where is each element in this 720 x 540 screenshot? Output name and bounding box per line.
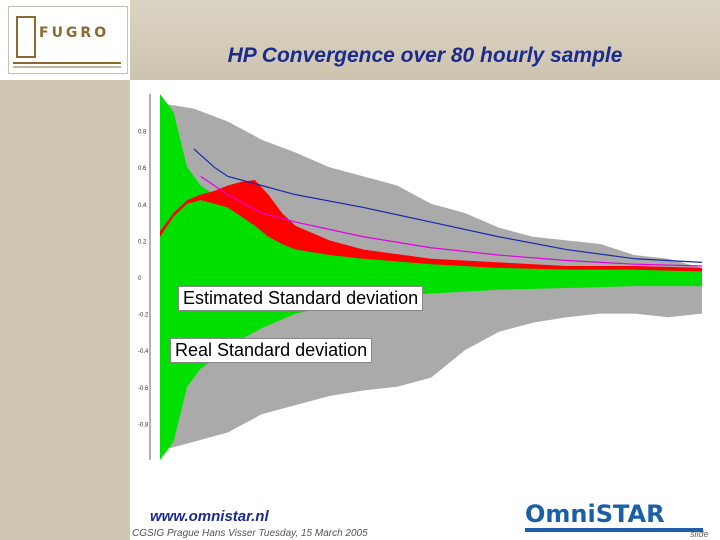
omnistar-logo: OmniSTAR <box>525 502 703 532</box>
real-sd-label: Real Standard deviation <box>170 338 373 363</box>
y-tick-label: 0.6 <box>138 166 147 172</box>
left-frame <box>0 80 130 540</box>
line-magenta <box>200 175 703 267</box>
fugro-logo: FUGRO <box>8 6 128 74</box>
line-blue <box>193 148 703 263</box>
y-tick-label: 0.4 <box>138 203 147 209</box>
band-green-band <box>160 94 702 460</box>
band-red-band <box>160 180 702 272</box>
y-tick-label: -0.4 <box>138 349 149 355</box>
title-panel: HP Convergence over 80 hourly sample <box>130 0 720 80</box>
page-title: HP Convergence over 80 hourly sample <box>227 44 623 67</box>
footer-url: www.omnistar.nl <box>150 508 269 525</box>
logo-text: FUGRO <box>39 25 110 41</box>
y-tick-label: -0.2 <box>138 313 149 319</box>
y-tick-label: 0.8 <box>138 130 147 136</box>
bottom-band <box>130 497 720 540</box>
y-tick-label: -0.8 <box>138 422 149 428</box>
y-tick-label: 0.2 <box>138 239 147 245</box>
y-tick-label: -0.6 <box>138 386 149 392</box>
chart-area: 0.8 0.6 0.4 0.2 0 -0.2 -0.4 -0.6 -0.8 Estimated … <box>132 86 720 498</box>
y-tick-label: 0 <box>138 276 142 282</box>
fugro-logo-icon <box>13 16 121 68</box>
footer-text: CGSIG Prague Hans Visser Tuesday, 15 Mar… <box>132 528 368 539</box>
estimated-sd-label: Estimated Standard deviation <box>178 286 424 311</box>
slide-label: slide <box>690 529 709 539</box>
convergence-chart: 0.8 0.6 0.4 0.2 0 -0.2 -0.4 -0.6 -0.8 <box>138 94 703 460</box>
